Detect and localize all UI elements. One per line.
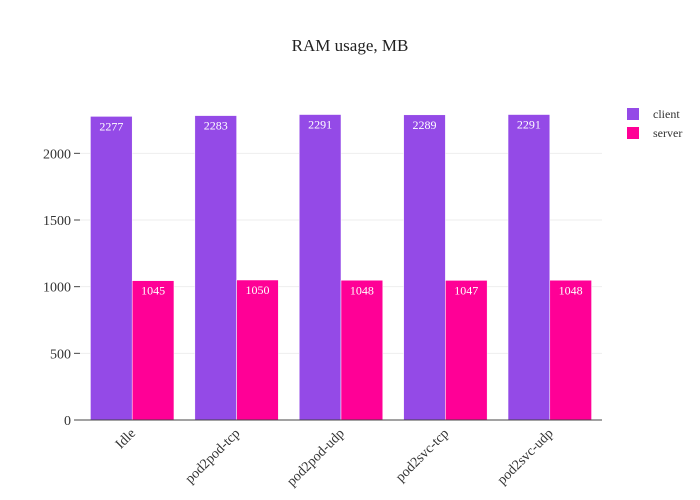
data-label-client: 2277 [99, 119, 123, 133]
x-tick-label: pod2pod-tcp [183, 426, 244, 487]
legend[interactable]: client server [627, 107, 682, 140]
data-label-server: 1045 [141, 284, 165, 298]
y-tick-label: 1000 [43, 281, 71, 296]
bar-server [340, 280, 384, 421]
y-tick-label: 1500 [43, 214, 71, 229]
y-tick-label: 500 [50, 347, 71, 362]
data-labels: 2277 1045 2283 1050 2291 1048 2289 1047 2291 1048 [99, 118, 582, 298]
x-tick-label: pod2svc-tcp [393, 426, 452, 485]
bars [90, 114, 592, 421]
bar-client [507, 114, 551, 421]
bar-server [549, 280, 592, 421]
bar-client [194, 115, 237, 421]
legend-swatch-server[interactable] [627, 127, 639, 139]
bar-server [131, 280, 175, 421]
legend-label-server[interactable]: server [653, 126, 682, 140]
data-label-client: 2291 [308, 118, 332, 132]
bar-server [236, 279, 279, 421]
x-tick-label: Idle [113, 426, 139, 452]
x-tick-label: pod2pod-udp [284, 426, 347, 489]
bar-client [403, 114, 446, 421]
bar-client [90, 116, 133, 421]
x-tick-label: pod2svc-udp [495, 426, 557, 488]
data-label-client: 2289 [413, 118, 437, 132]
data-label-client: 2291 [517, 118, 541, 132]
data-label-server: 1047 [454, 283, 478, 297]
data-label-server: 1048 [350, 283, 374, 297]
legend-swatch-client[interactable] [627, 108, 639, 120]
bar-client [298, 114, 342, 421]
data-label-server: 1050 [245, 283, 269, 297]
y-tick-label: 0 [64, 414, 71, 429]
bar-server [445, 280, 488, 421]
data-label-server: 1048 [559, 283, 583, 297]
legend-label-client[interactable]: client [653, 107, 680, 121]
y-tick-label: 2000 [43, 147, 71, 162]
chart-title: RAM usage, MB [292, 36, 409, 55]
data-label-client: 2283 [204, 119, 228, 133]
